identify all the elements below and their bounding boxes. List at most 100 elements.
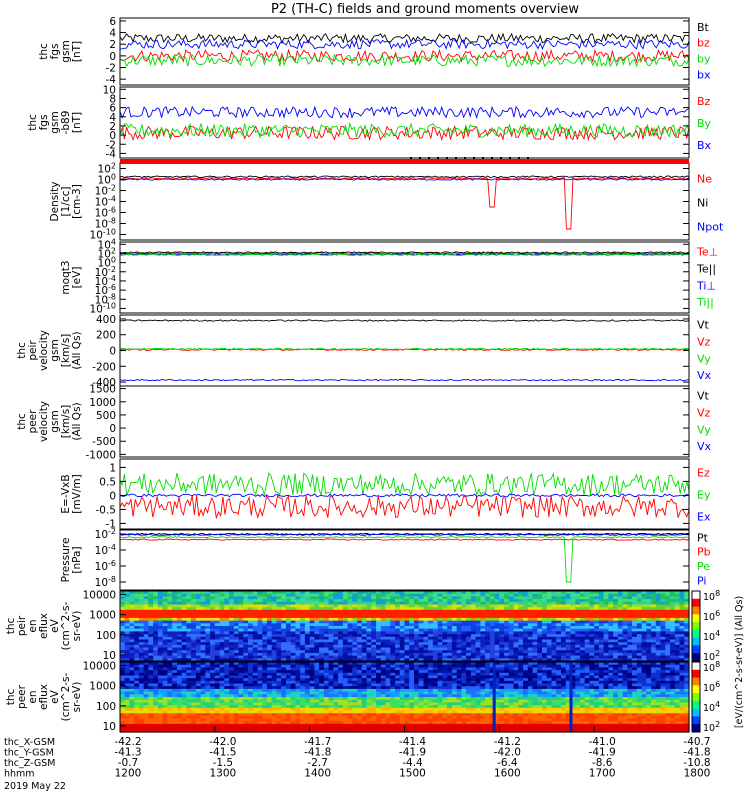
spectrogram-cell <box>598 644 605 649</box>
spectrogram-cell <box>262 726 268 730</box>
spectrogram-cell <box>328 655 334 659</box>
spectrogram-cell <box>451 658 458 662</box>
spectrogram-cell <box>295 699 301 703</box>
spectrogram-cell <box>262 707 268 712</box>
spectrogram-cell <box>120 626 126 630</box>
spectrogram-cell <box>380 662 387 666</box>
spectrogram-cell <box>210 599 216 603</box>
spectrogram-cell <box>451 642 458 646</box>
spectrogram-cell <box>347 658 353 662</box>
spectrogram-cell <box>556 639 562 643</box>
spectrogram-cell <box>537 607 543 611</box>
spectrogram-cell <box>414 705 420 709</box>
spectrogram-cell <box>262 591 268 595</box>
spectrogram-cell <box>276 631 282 635</box>
spectrogram-cell <box>575 639 581 643</box>
spectrogram-cell <box>399 601 406 606</box>
spectrogram-cell <box>129 667 135 671</box>
spectrogram-cell <box>409 680 415 685</box>
spectrogram-cell <box>404 609 410 614</box>
spectrogram-cell <box>333 664 339 668</box>
spectrogram-cell <box>371 713 377 717</box>
spectrogram-cell <box>589 639 595 643</box>
spectrogram-cell <box>366 726 372 730</box>
spectrogram-cell <box>153 664 159 668</box>
y-tick-label: -2 <box>106 63 116 75</box>
spectrogram-cell <box>366 639 372 643</box>
spectrogram-cell <box>267 678 273 682</box>
spectrogram-cell <box>376 723 382 728</box>
spectrogram-cell <box>328 652 334 657</box>
y-tick-label: 10-4 <box>95 195 116 209</box>
spectrogram-cell <box>480 615 486 619</box>
spectrogram-cell <box>570 639 576 643</box>
spectrogram-cell <box>276 634 282 638</box>
spectrogram-cell <box>214 662 221 666</box>
spectrogram-cell <box>224 658 230 662</box>
spectrogram-cell <box>570 652 576 657</box>
spectrogram-cell <box>617 623 624 627</box>
spectrogram-cell <box>148 688 154 693</box>
spectrogram-cell <box>632 652 638 657</box>
spectrogram-cell <box>219 726 225 730</box>
spectrogram-cell <box>584 658 590 662</box>
spectrogram-cell <box>120 599 126 603</box>
spectrogram-cell <box>357 662 363 666</box>
spectrogram-cell <box>603 652 609 657</box>
spectrogram-cell <box>300 601 306 606</box>
spectrogram-cell <box>617 604 624 608</box>
spectrogram-cell <box>679 617 685 622</box>
spectrogram-cell <box>366 652 372 657</box>
spectrogram-cell <box>290 702 296 706</box>
spectrogram-cell <box>191 705 197 709</box>
spectrogram-cell <box>248 615 254 619</box>
spectrogram-cell <box>300 596 306 600</box>
spectrogram-cell <box>546 599 553 603</box>
spectrogram-cell <box>480 604 486 608</box>
spectrogram-cell <box>494 652 500 657</box>
spectrogram-cell <box>646 636 652 641</box>
spectrogram-cell <box>176 680 183 685</box>
spectrogram-cell <box>267 596 273 600</box>
spectrogram-cell <box>281 604 287 608</box>
spectrogram-cell <box>129 623 135 627</box>
spectrogram-cell <box>447 599 453 603</box>
spectrogram-cell <box>418 650 424 654</box>
spectrogram-cell <box>561 612 567 616</box>
spectrogram-cell <box>655 642 662 646</box>
spectrogram-cell <box>205 705 211 709</box>
spectrogram-cell <box>489 623 496 627</box>
spectrogram-cell <box>172 615 178 619</box>
spectrogram-cell <box>665 596 671 600</box>
spectrogram-cell <box>195 688 202 693</box>
spectrogram-cell <box>167 662 173 666</box>
spectrogram-cell <box>162 691 168 695</box>
spectrogram-cell <box>309 713 315 717</box>
spectrogram-cell <box>366 642 372 646</box>
spectrogram-cell <box>243 675 249 679</box>
spectrogram-cell <box>290 715 296 720</box>
spectrogram-cell <box>191 715 197 720</box>
spectrogram-cell <box>380 715 387 720</box>
spectrogram-cell <box>129 655 135 659</box>
spectrogram-cell <box>262 650 268 654</box>
spectrogram-cell <box>442 634 448 638</box>
spectrogram-cell <box>323 694 330 698</box>
spectrogram-cell <box>167 650 173 654</box>
spectrogram-cell <box>323 593 330 597</box>
spectrogram-cell <box>167 672 173 677</box>
spectrogram-cell <box>323 697 330 701</box>
spectrogram-cell <box>200 683 206 687</box>
spectrogram-cell <box>499 609 505 614</box>
spectrogram-cell <box>357 650 363 654</box>
spectrogram-cell <box>508 599 515 603</box>
spectrogram-cell <box>252 713 259 717</box>
spectrogram-cell <box>338 591 344 595</box>
spectrogram-cell <box>684 658 690 662</box>
spectrogram-cell <box>646 607 652 611</box>
spectrogram-cell <box>489 604 496 608</box>
spectrogram-cell <box>432 639 439 643</box>
spectrogram-cell <box>385 636 391 641</box>
spectrogram-cell <box>508 647 515 651</box>
spectrogram-cell <box>527 652 534 657</box>
